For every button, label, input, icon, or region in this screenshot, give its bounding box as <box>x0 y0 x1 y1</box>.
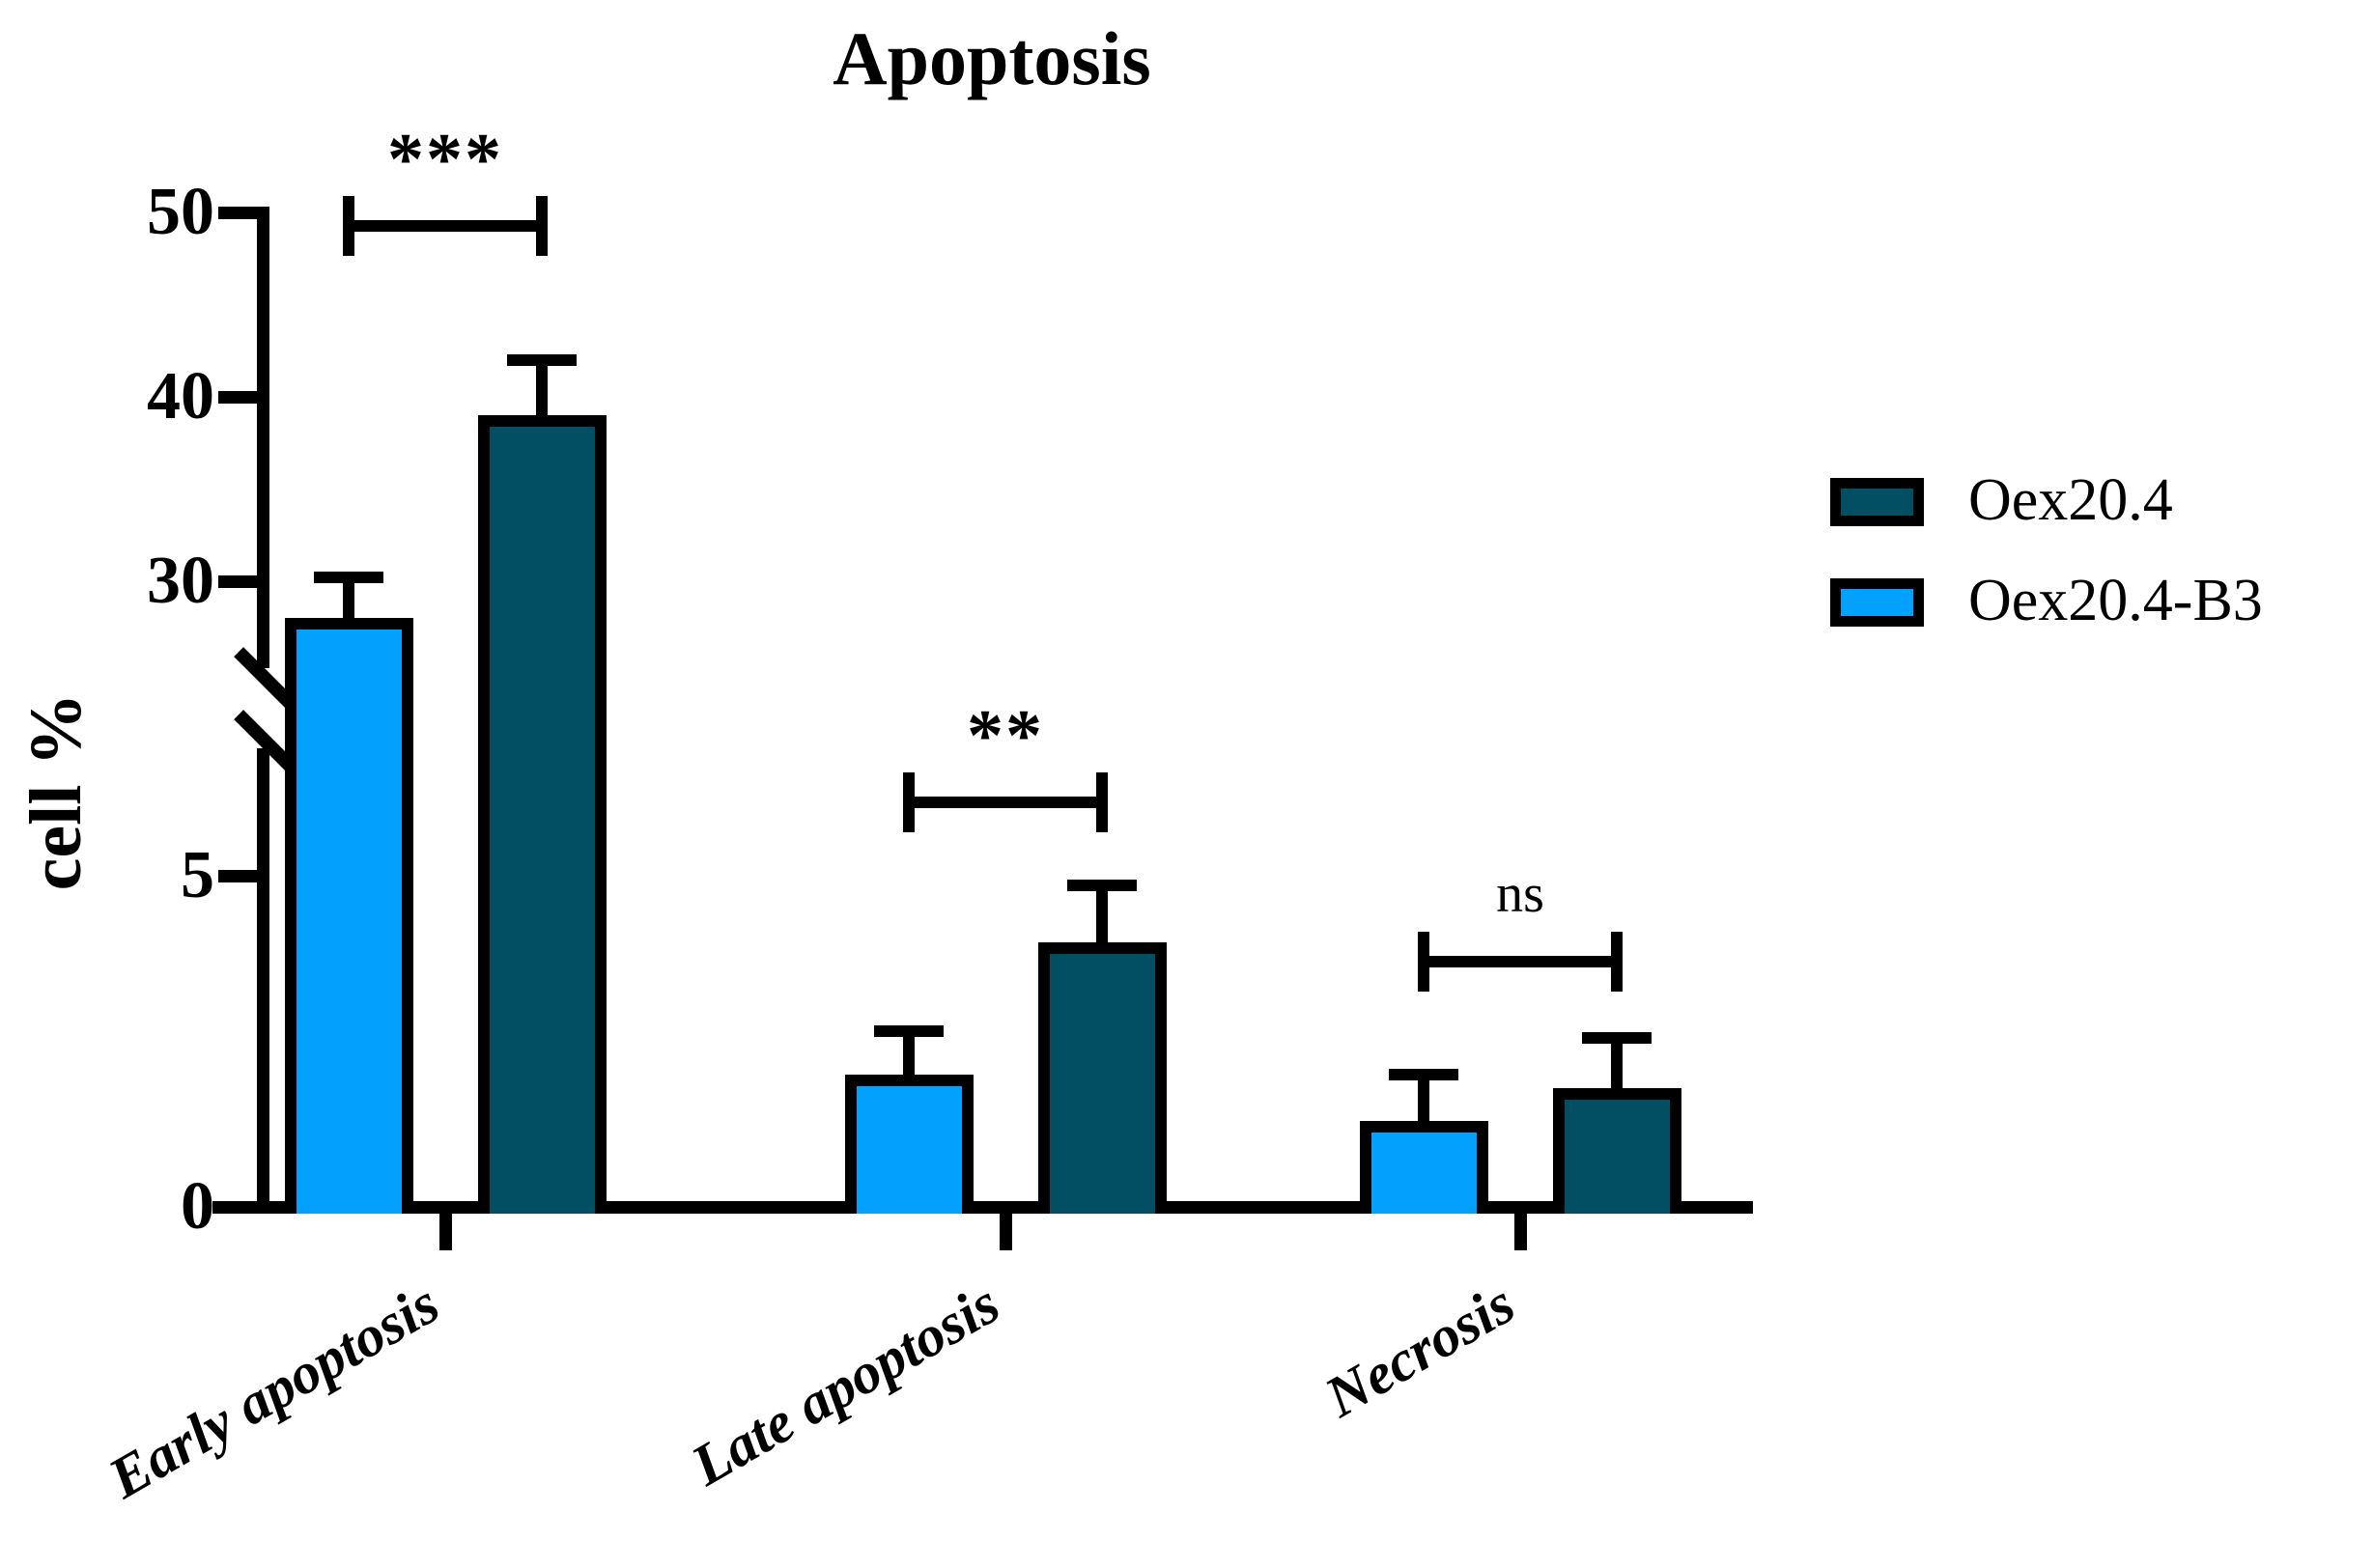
sig-bracket-line-early-apoptosis <box>349 220 542 232</box>
significance-label-necrosis: ns <box>1496 864 1544 924</box>
bar-late-apoptosis-oex20-4 <box>1038 942 1167 1214</box>
y-tick-label-50: 50 <box>147 175 214 249</box>
sig-bracket-line-late-apoptosis <box>909 797 1102 808</box>
x-axis-label-necrosis: Necrosis <box>1314 1271 1525 1430</box>
legend-label-oex20-4-b3: Oex20.4-B3 <box>1968 568 2263 633</box>
x-axis-label-early-apoptosis: Early apoptosis <box>98 1271 450 1511</box>
error-bar-cap-necrosis-oex20-4-b3 <box>1389 1069 1458 1080</box>
error-bar-cap-late-apoptosis-oex20-4-b3 <box>874 1025 944 1037</box>
y-tick-5 <box>218 870 268 882</box>
axis-break-gap <box>222 672 1750 744</box>
error-bar-stem-late-apoptosis-oex20-4 <box>1096 885 1108 954</box>
bar-necrosis-oex20-4-b3 <box>1360 1121 1488 1214</box>
sig-bracket-end-late-apoptosis-right <box>1096 772 1108 832</box>
bar-necrosis-oex20-4 <box>1553 1088 1681 1214</box>
error-bar-stem-early-apoptosis-oex20-4 <box>536 360 548 427</box>
y-axis-upper-segment <box>257 207 269 668</box>
x-axis-line <box>212 1201 1753 1214</box>
sig-bracket-end-necrosis-right <box>1611 932 1623 992</box>
sig-bracket-end-early-apoptosis-right <box>536 196 548 256</box>
legend-swatch-oex20-4-b3 <box>1830 578 1924 627</box>
x-tick-necrosis <box>1513 1214 1527 1250</box>
bar-early-apoptosis-oex20-4-b3 <box>285 618 413 1214</box>
significance-label-early-apoptosis: *** <box>387 119 503 200</box>
y-axis-lower-segment <box>257 748 269 1214</box>
chart-title: Apoptosis <box>833 16 1151 100</box>
error-bar-cap-early-apoptosis-oex20-4 <box>507 354 577 366</box>
error-bar-stem-late-apoptosis-oex20-4-b3 <box>903 1031 915 1086</box>
significance-label-late-apoptosis: ** <box>967 695 1044 776</box>
sig-bracket-end-early-apoptosis-left <box>343 196 354 256</box>
y-tick-40 <box>218 391 268 404</box>
legend-swatch-oex20-4 <box>1830 478 1924 526</box>
y-tick-label-40: 40 <box>147 359 214 434</box>
y-tick-label-5: 5 <box>181 838 214 912</box>
y-tick-label-30: 30 <box>147 544 214 618</box>
sig-bracket-line-necrosis <box>1424 956 1617 967</box>
legend-label-oex20-4: Oex20.4 <box>1968 467 2173 533</box>
sig-bracket-end-necrosis-left <box>1418 932 1429 992</box>
error-bar-stem-necrosis-oex20-4 <box>1611 1038 1623 1100</box>
sig-bracket-end-late-apoptosis-left <box>903 772 915 832</box>
error-bar-cap-late-apoptosis-oex20-4 <box>1067 880 1137 891</box>
bar-early-apoptosis-oex20-4 <box>478 415 607 1214</box>
error-bar-cap-early-apoptosis-oex20-4-b3 <box>314 572 383 583</box>
y-tick-50 <box>218 207 268 219</box>
y-tick-label-0: 0 <box>181 1169 214 1244</box>
x-tick-early-apoptosis <box>438 1214 452 1250</box>
x-axis-label-late-apoptosis: Late apoptosis <box>681 1271 1010 1498</box>
y-tick-30 <box>218 575 268 588</box>
x-tick-late-apoptosis <box>999 1214 1012 1250</box>
error-bar-cap-necrosis-oex20-4 <box>1582 1032 1652 1044</box>
bar-late-apoptosis-oex20-4-b3 <box>845 1075 974 1214</box>
error-bar-stem-necrosis-oex20-4-b3 <box>1418 1075 1429 1133</box>
error-bar-stem-early-apoptosis-oex20-4-b3 <box>343 577 354 630</box>
